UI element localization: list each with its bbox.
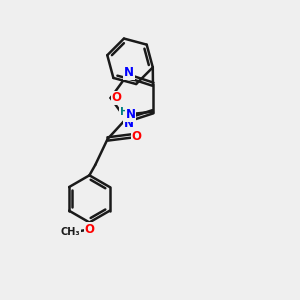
Text: N: N <box>124 66 134 79</box>
Text: H: H <box>120 107 129 117</box>
Text: O: O <box>131 130 141 142</box>
Text: O: O <box>112 92 122 104</box>
Text: N: N <box>124 117 134 130</box>
Text: O: O <box>84 223 94 236</box>
Text: CH₃: CH₃ <box>61 227 80 237</box>
Text: N: N <box>126 108 136 121</box>
